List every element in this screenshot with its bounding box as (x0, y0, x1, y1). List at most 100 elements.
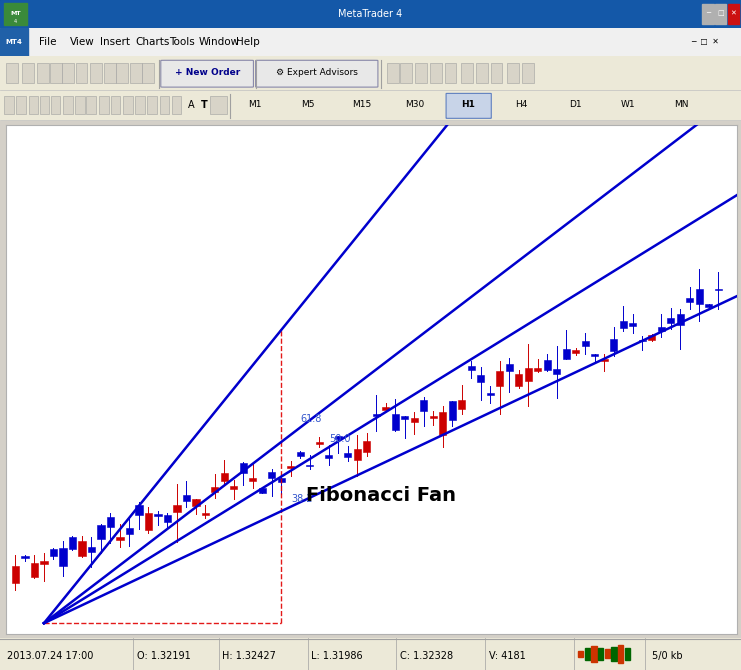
Bar (136, 505, 142, 515)
Bar (62, 63, 74, 83)
Bar (296, 452, 304, 456)
Text: M30: M30 (405, 100, 425, 109)
Bar (21, 555, 29, 558)
Bar (439, 412, 447, 435)
Bar (6, 63, 18, 83)
Bar (116, 63, 128, 83)
Text: □: □ (717, 11, 724, 17)
Bar (611, 647, 617, 661)
Bar (16, 96, 25, 114)
Bar (525, 368, 532, 381)
Bar (353, 449, 361, 460)
Text: O: 1.32191: O: 1.32191 (137, 651, 191, 661)
Bar (37, 63, 49, 83)
Text: W1: W1 (621, 100, 636, 109)
Bar (335, 436, 342, 439)
FancyBboxPatch shape (446, 93, 491, 119)
Bar (605, 649, 610, 659)
Bar (618, 645, 623, 663)
Bar (76, 63, 87, 83)
Bar (97, 525, 104, 539)
Bar (87, 547, 95, 553)
Bar (22, 63, 34, 83)
Bar (400, 63, 412, 83)
Bar (325, 455, 333, 458)
Text: MN: MN (674, 100, 689, 109)
Bar (230, 486, 238, 489)
Bar (4, 3, 27, 25)
Bar (50, 63, 62, 83)
Bar (249, 478, 256, 481)
Bar (28, 96, 39, 114)
Text: M1: M1 (248, 100, 262, 109)
Bar (0, 28, 28, 56)
Bar (99, 96, 109, 114)
Bar (392, 414, 399, 429)
Bar (104, 63, 116, 83)
Bar (572, 350, 579, 353)
Bar (31, 563, 38, 577)
Bar (159, 96, 169, 114)
Bar (534, 369, 542, 371)
Bar (259, 488, 266, 492)
Bar (496, 371, 503, 386)
FancyBboxPatch shape (161, 60, 253, 87)
Bar (171, 96, 181, 114)
Text: 4: 4 (14, 19, 17, 24)
Text: Fibonacci Fan: Fibonacci Fan (306, 486, 456, 505)
Bar (658, 328, 665, 332)
Text: C: 1.32328: C: 1.32328 (400, 651, 453, 661)
Bar (221, 473, 228, 481)
Bar (601, 359, 608, 360)
Text: View: View (70, 37, 95, 47)
Bar (135, 96, 144, 114)
Bar (130, 63, 142, 83)
Bar (316, 442, 323, 444)
Bar (306, 465, 313, 466)
Text: 38.2: 38.2 (291, 494, 313, 504)
Bar (192, 499, 199, 506)
Bar (111, 96, 120, 114)
Text: MT: MT (10, 11, 21, 16)
Bar (142, 63, 154, 83)
Bar (363, 442, 370, 452)
Bar (458, 400, 465, 409)
Bar (86, 96, 96, 114)
Text: H: 1.32427: H: 1.32427 (222, 651, 276, 661)
Bar (625, 649, 630, 659)
Bar (382, 407, 390, 410)
Text: M15: M15 (352, 100, 371, 109)
Text: 61.8: 61.8 (300, 414, 322, 424)
Bar (702, 4, 714, 24)
Bar (476, 63, 488, 83)
Bar (714, 289, 722, 290)
Text: Charts: Charts (136, 37, 170, 47)
Text: T: T (201, 100, 208, 111)
Bar (63, 96, 73, 114)
Bar (147, 96, 157, 114)
Bar (677, 314, 684, 325)
Bar (487, 393, 494, 395)
Bar (50, 96, 60, 114)
Text: MetaTrader 4: MetaTrader 4 (339, 9, 402, 19)
Bar (173, 505, 181, 512)
Text: D1: D1 (568, 100, 582, 109)
Bar (90, 63, 102, 83)
Text: MT4: MT4 (6, 39, 22, 45)
Bar (373, 413, 380, 415)
Text: + New Order: + New Order (175, 68, 240, 77)
Bar (696, 289, 703, 304)
Bar (686, 297, 694, 302)
Bar (598, 649, 603, 659)
Text: L: 1.31986: L: 1.31986 (311, 651, 363, 661)
Bar (116, 537, 124, 540)
Bar (610, 339, 617, 350)
Bar (591, 354, 599, 356)
Bar (39, 96, 49, 114)
Bar (76, 96, 84, 114)
Bar (420, 400, 428, 411)
Bar (562, 349, 570, 358)
Bar (12, 566, 19, 584)
Bar (210, 96, 227, 114)
Bar (211, 487, 219, 492)
